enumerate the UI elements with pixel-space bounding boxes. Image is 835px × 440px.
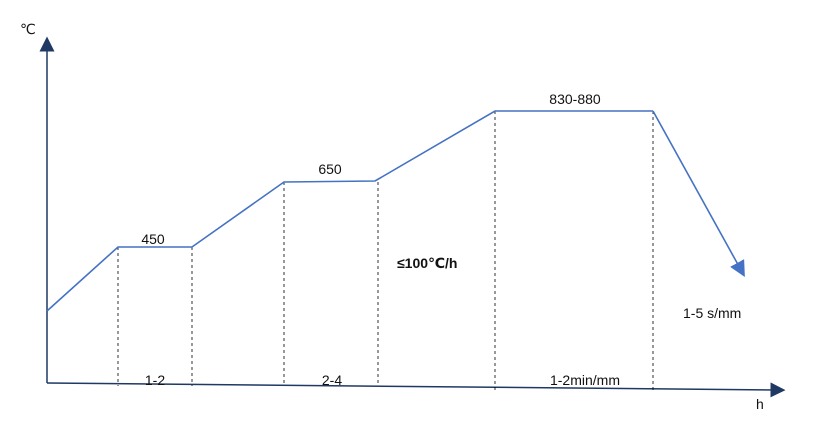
duration-label-2-4: 2-4 [322, 372, 342, 388]
cooling-rate-label: 1-5 s/mm [683, 305, 741, 321]
duration-label-1-2: 1-2 [145, 372, 165, 388]
heating-rate-label: ≤100℃/h [397, 255, 457, 271]
cooling-line [652, 110, 745, 277]
x-axis-label: h [756, 396, 764, 412]
temp-label-450: 450 [141, 231, 165, 247]
duration-label-1-2min-mm: 1-2min/mm [550, 372, 620, 388]
temperature-profile-line [46, 110, 653, 312]
temp-label-830-880: 830-880 [549, 91, 601, 107]
temp-label-650: 650 [318, 161, 342, 177]
guide-lines [117, 111, 654, 392]
y-axis-label: ℃ [20, 21, 36, 37]
x-axis [46, 382, 786, 398]
